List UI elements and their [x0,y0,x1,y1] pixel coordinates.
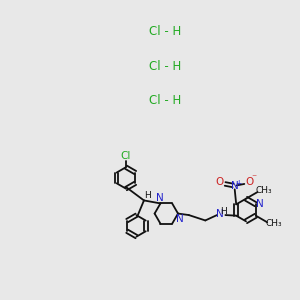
Text: Cl - H: Cl - H [149,25,181,38]
Text: N: N [215,209,223,220]
Text: O: O [216,176,224,187]
Text: CH₃: CH₃ [256,186,272,195]
Text: N: N [156,193,164,203]
Text: H: H [220,207,227,216]
Text: Cl - H: Cl - H [149,59,181,73]
Text: H: H [144,191,151,200]
Text: N: N [231,181,239,191]
Text: Cl: Cl [121,152,131,161]
Text: ⁻: ⁻ [251,173,256,183]
Text: N: N [256,199,264,209]
Text: Cl - H: Cl - H [149,94,181,107]
Text: O: O [246,176,254,187]
Text: N: N [176,214,183,224]
Text: +: + [235,178,242,188]
Text: CH₃: CH₃ [266,219,282,228]
